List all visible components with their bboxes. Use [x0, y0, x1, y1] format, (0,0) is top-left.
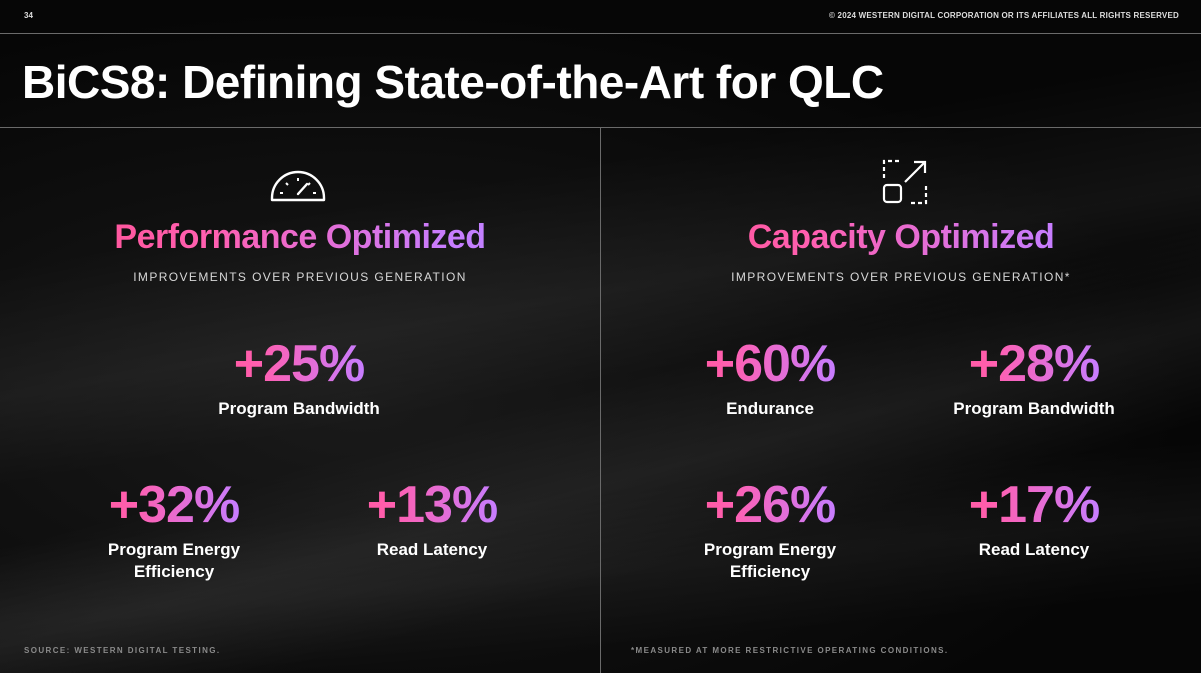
capacity-heading: Capacity Optimized [601, 218, 1201, 257]
top-bar: 34 © 2024 WESTERN DIGITAL CORPORATION OR… [0, 0, 1201, 34]
stat-label: Read Latency [978, 540, 1090, 559]
performance-heading: Performance Optimized [0, 218, 600, 257]
expand-arrow-icon [882, 159, 928, 205]
stat-value: +17% [904, 479, 1164, 531]
stat-value: +13% [302, 479, 562, 531]
stat-endurance: +60% Endurance [640, 338, 900, 420]
stat-value: +26% [640, 479, 900, 531]
stat-value: +28% [904, 338, 1164, 390]
stat-program-bandwidth: +25% Program Bandwidth [169, 338, 429, 420]
stat-program-energy-efficiency: +32% Program Energy Efficiency [44, 479, 304, 583]
stat-value: +32% [44, 479, 304, 531]
stat-program-energy-efficiency: +26% Program Energy Efficiency [640, 479, 900, 583]
stat-value: +25% [169, 338, 429, 390]
copyright-notice: © 2024 WESTERN DIGITAL CORPORATION OR IT… [829, 11, 1179, 20]
stat-label: Endurance [726, 399, 814, 418]
stat-label: Read Latency [376, 540, 488, 559]
page-number: 34 [24, 11, 33, 20]
stat-value: +60% [640, 338, 900, 390]
capacity-panel: Capacity Optimized IMPROVEMENTS OVER PRE… [601, 128, 1201, 673]
panel-divider [600, 128, 601, 673]
conditions-footnote: *MEASURED AT MORE RESTRICTIVE OPERATING … [631, 646, 949, 655]
performance-panel: Performance Optimized IMPROVEMENTS OVER … [0, 128, 600, 673]
stat-label: Program Energy Efficiency [107, 540, 241, 581]
stat-label: Program Bandwidth [218, 399, 380, 418]
source-footnote: SOURCE: WESTERN DIGITAL TESTING. [24, 646, 221, 655]
capacity-subheading: IMPROVEMENTS OVER PREVIOUS GENERATION* [731, 270, 1071, 284]
performance-subheading: IMPROVEMENTS OVER PREVIOUS GENERATION [133, 270, 467, 284]
stat-read-latency: +13% Read Latency [302, 479, 562, 561]
slide-title: BiCS8: Defining State-of-the-Art for QLC [22, 56, 884, 108]
stat-label: Program Energy Efficiency [703, 540, 837, 581]
speedometer-icon [270, 170, 326, 202]
stat-program-bandwidth: +28% Program Bandwidth [904, 338, 1164, 420]
stat-label: Program Bandwidth [953, 399, 1115, 418]
stat-read-latency: +17% Read Latency [904, 479, 1164, 561]
title-divider [0, 127, 1201, 128]
